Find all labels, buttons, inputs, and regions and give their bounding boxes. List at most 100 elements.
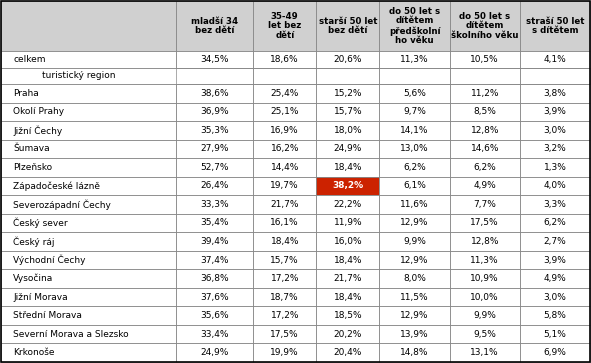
Text: 11,3%: 11,3% <box>470 256 499 265</box>
Bar <box>450 325 520 343</box>
Bar <box>253 177 316 195</box>
Text: 11,9%: 11,9% <box>333 219 362 228</box>
Bar <box>379 232 450 251</box>
Text: Český sever: Český sever <box>13 218 68 228</box>
Bar <box>1 121 176 140</box>
Bar <box>520 102 590 121</box>
Text: 9,9%: 9,9% <box>403 237 426 246</box>
Bar <box>450 214 520 232</box>
Bar <box>520 325 590 343</box>
Bar <box>520 158 590 177</box>
Text: 13,1%: 13,1% <box>470 348 499 357</box>
Bar <box>379 1 450 51</box>
Bar <box>520 177 590 195</box>
Bar <box>316 288 379 306</box>
Bar <box>253 84 316 102</box>
Bar <box>176 214 253 232</box>
Bar <box>520 343 590 362</box>
Text: 4,1%: 4,1% <box>544 55 566 64</box>
Bar <box>520 140 590 158</box>
Bar <box>1 195 176 214</box>
Bar <box>450 158 520 177</box>
Bar <box>316 177 379 195</box>
Text: straší 50 let
s dítětem: straší 50 let s dítětem <box>525 17 584 35</box>
Bar <box>520 325 590 343</box>
Bar <box>520 288 590 306</box>
Text: 16,2%: 16,2% <box>271 144 299 153</box>
Bar <box>253 343 316 362</box>
Text: do 50 let s
dítětem
školního věku: do 50 let s dítětem školního věku <box>451 12 518 40</box>
Text: celkem: celkem <box>13 55 46 64</box>
Bar <box>379 269 450 288</box>
Bar <box>379 177 450 195</box>
Text: 5,1%: 5,1% <box>544 330 566 339</box>
Text: 20,2%: 20,2% <box>334 330 362 339</box>
Bar <box>520 121 590 140</box>
Bar <box>450 306 520 325</box>
Bar <box>176 232 253 251</box>
Bar <box>520 51 590 68</box>
Bar <box>520 195 590 214</box>
Text: 36,9%: 36,9% <box>200 107 229 116</box>
Bar <box>253 68 316 84</box>
Bar <box>316 51 379 68</box>
Bar <box>1 214 176 232</box>
Text: Severní Morava a Slezsko: Severní Morava a Slezsko <box>13 330 129 339</box>
Bar <box>176 251 253 269</box>
Bar <box>176 51 253 68</box>
Text: 36,8%: 36,8% <box>200 274 229 283</box>
Bar <box>379 306 450 325</box>
Bar <box>379 269 450 288</box>
Bar <box>316 121 379 140</box>
Text: 14,8%: 14,8% <box>400 348 429 357</box>
Bar <box>316 68 379 84</box>
Bar <box>253 1 316 51</box>
Bar <box>450 195 520 214</box>
Bar <box>379 325 450 343</box>
Bar <box>316 51 379 68</box>
Bar <box>379 140 450 158</box>
Text: 4,9%: 4,9% <box>544 274 566 283</box>
Text: 3,8%: 3,8% <box>544 89 566 98</box>
Bar <box>176 68 253 84</box>
Text: Český ráj: Český ráj <box>13 236 55 247</box>
Bar <box>1 51 176 68</box>
Bar <box>1 84 176 102</box>
Text: 18,0%: 18,0% <box>333 126 362 135</box>
Bar <box>253 343 316 362</box>
Bar <box>379 121 450 140</box>
Bar <box>450 251 520 269</box>
Bar <box>1 177 176 195</box>
Text: 18,5%: 18,5% <box>333 311 362 320</box>
Text: 35-49
let bez
dětí: 35-49 let bez dětí <box>268 12 301 40</box>
Text: 20,4%: 20,4% <box>334 348 362 357</box>
Bar <box>1 68 590 84</box>
Bar <box>1 306 176 325</box>
Bar <box>450 140 520 158</box>
Bar <box>1 140 176 158</box>
Bar <box>316 1 379 51</box>
Bar <box>316 195 379 214</box>
Bar <box>1 306 176 325</box>
Text: 35,4%: 35,4% <box>200 219 229 228</box>
Text: 39,4%: 39,4% <box>200 237 229 246</box>
Bar <box>176 84 253 102</box>
Bar <box>316 1 379 51</box>
Text: 24,9%: 24,9% <box>334 144 362 153</box>
Bar <box>450 84 520 102</box>
Bar <box>176 343 253 362</box>
Bar <box>176 1 253 51</box>
Bar <box>1 158 176 177</box>
Bar <box>520 102 590 121</box>
Bar <box>316 343 379 362</box>
Bar <box>520 232 590 251</box>
Text: 3,0%: 3,0% <box>544 126 566 135</box>
Text: 52,7%: 52,7% <box>200 163 229 172</box>
Bar <box>316 102 379 121</box>
Text: 37,4%: 37,4% <box>200 256 229 265</box>
Bar <box>176 140 253 158</box>
Text: 25,1%: 25,1% <box>271 107 299 116</box>
Bar <box>379 232 450 251</box>
Text: 15,7%: 15,7% <box>271 256 299 265</box>
Bar <box>379 1 450 51</box>
